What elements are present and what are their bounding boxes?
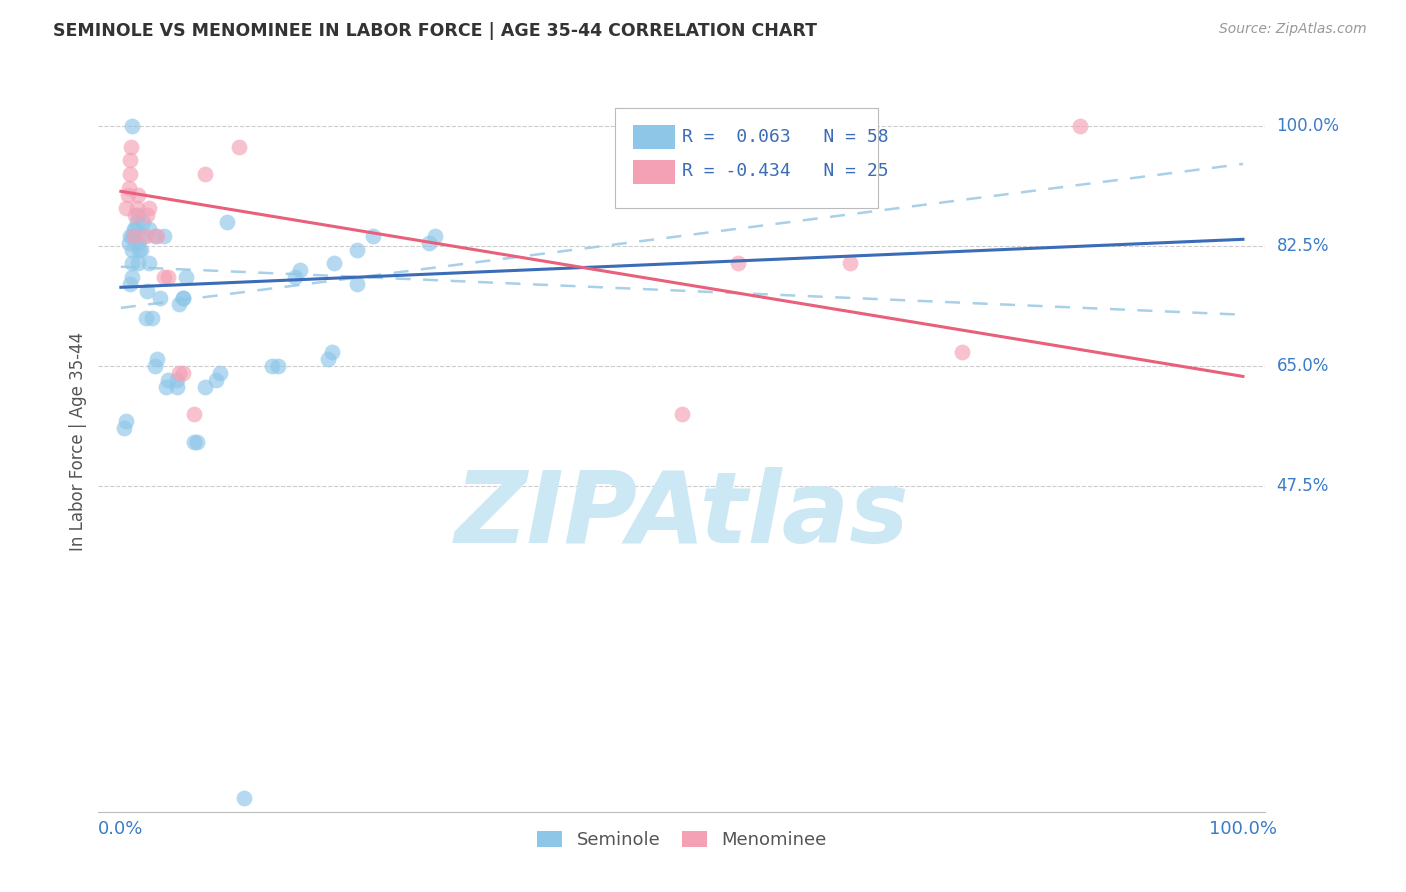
Point [127,208,149,222]
Point [167,366,190,380]
Point [118,181,141,195]
Point [135,311,157,326]
Point [112,421,135,435]
Point [127,256,149,270]
Point [118,228,141,243]
Point [149,291,172,305]
Point [129,243,152,257]
Point [146,228,169,243]
Point [135,284,157,298]
Point [233,791,256,805]
Text: ZIPAtlas: ZIPAtlas [454,467,910,564]
Point [156,270,179,285]
Point [115,414,138,428]
Point [321,345,343,359]
Point [166,380,188,394]
Text: R =  0.063   N = 58: R = 0.063 N = 58 [682,128,889,145]
Point [671,407,693,421]
Point [152,228,174,243]
Point [155,380,177,394]
Point [152,270,174,285]
Point [121,228,143,243]
Point [143,359,166,373]
Point [1069,119,1091,133]
Point [363,228,385,243]
FancyBboxPatch shape [633,126,675,149]
Point [346,243,368,257]
Point [346,277,368,291]
FancyBboxPatch shape [616,109,877,209]
Point [124,222,146,236]
Y-axis label: In Labor Force | Age 35-44: In Labor Force | Age 35-44 [69,332,87,551]
Point [174,270,197,285]
Point [125,215,148,229]
Point [217,215,239,229]
Point [118,167,141,181]
Point [156,373,179,387]
Point [839,256,862,270]
Point [727,256,749,270]
Point [121,270,143,285]
Point [262,359,284,373]
Text: 47.5%: 47.5% [1277,477,1329,495]
Point [172,291,194,305]
Point [172,366,194,380]
Point [120,140,142,154]
Point [194,167,217,181]
Point [128,243,150,257]
Point [143,228,166,243]
Point [194,380,217,394]
Point [418,235,440,250]
Point [135,208,157,222]
Point [127,187,149,202]
Point [323,256,346,270]
Text: Source: ZipAtlas.com: Source: ZipAtlas.com [1219,22,1367,37]
Text: 100.0%: 100.0% [1277,117,1340,136]
Point [205,373,228,387]
Point [121,119,143,133]
Point [118,153,141,168]
Point [267,359,290,373]
Point [121,243,143,257]
Point [124,228,146,243]
Point [127,235,149,250]
Point [138,202,160,216]
Point [141,311,163,326]
Point [423,228,446,243]
Legend: Seminole, Menominee: Seminole, Menominee [530,823,834,856]
Point [121,256,143,270]
Point [138,256,160,270]
FancyBboxPatch shape [633,161,675,184]
Point [183,407,205,421]
Point [290,263,312,277]
Point [228,140,250,154]
Point [124,222,146,236]
Point [118,235,141,250]
Point [118,277,141,291]
Point [167,297,190,311]
Text: SEMINOLE VS MENOMINEE IN LABOR FORCE | AGE 35-44 CORRELATION CHART: SEMINOLE VS MENOMINEE IN LABOR FORCE | A… [53,22,817,40]
Point [186,434,208,449]
Text: 65.0%: 65.0% [1277,357,1329,376]
Point [208,366,231,380]
Point [952,345,974,359]
Point [115,202,138,216]
Point [124,228,146,243]
Point [125,202,148,216]
Point [117,187,139,202]
Point [132,215,155,229]
Point [284,270,307,285]
Text: 82.5%: 82.5% [1277,237,1329,255]
Point [132,228,155,243]
Point [318,352,340,367]
Point [166,373,188,387]
Point [183,434,205,449]
Text: R = -0.434   N = 25: R = -0.434 N = 25 [682,162,889,180]
Point [135,228,157,243]
Point [124,208,146,222]
Point [138,222,160,236]
Point [172,291,194,305]
Point [146,352,169,367]
